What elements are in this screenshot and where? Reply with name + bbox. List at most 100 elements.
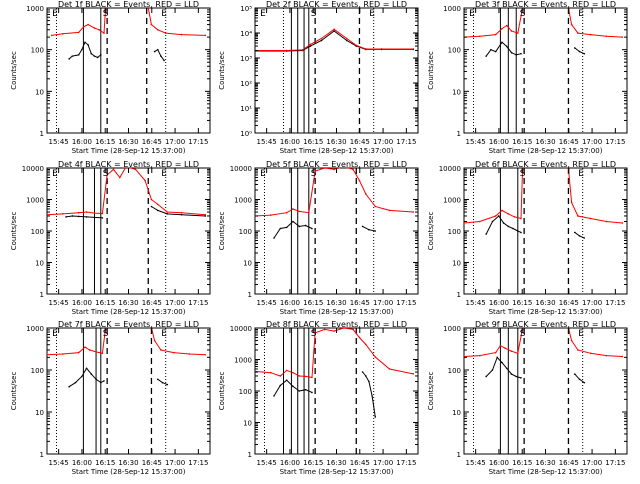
series-events-point [485, 233, 487, 235]
subplot-det-4: 1 10 100 1000 10000 15:45 16:00 16:15 16:30 16:45… [10, 160, 211, 316]
series-events-point [103, 380, 105, 382]
marker-label-s: S [520, 329, 526, 339]
series-lld-point [479, 354, 481, 357]
series-events-point [498, 215, 500, 217]
subplot-det-2: 10⁰ 10¹ 10² 10³ 10⁴ 10⁵ 15:45 16:00 16:15 16:30 16… [218, 0, 419, 155]
x-tick-label: 16:00 [72, 299, 92, 307]
x-tick-label: 17:00 [582, 138, 602, 146]
series-events-point [583, 52, 586, 55]
series-lld-point [106, 174, 108, 176]
subplot-det-6: 1 10 100 1000 10000 15:45 16:00 16:15 16:30 16:45… [427, 160, 628, 316]
x-tick-label: 15:45 [466, 138, 486, 146]
series-events-point [583, 381, 586, 384]
x-axis-label: Start Time (28-Sep-12 15:37:00) [280, 308, 394, 316]
y-tick-label: 1000 [234, 197, 252, 205]
y-axis-label: Counts/sec [218, 372, 226, 411]
series-events-point [309, 45, 312, 47]
series-lld-line [255, 328, 414, 378]
series-lld-point [204, 213, 207, 216]
y-axis-label: Counts/sec [427, 372, 435, 411]
series-events-point [87, 44, 89, 46]
subplot-det-9: 1 10 100 1000 15:45 16:00 16:15 16:30 16:45 17:00… [427, 320, 628, 476]
series-lld-point [501, 27, 503, 30]
series-lld-point [479, 220, 481, 223]
series-lld-point [323, 168, 326, 169]
series-events-point [345, 39, 348, 42]
series-events-point [96, 56, 99, 59]
subplot-title: Det 7f BLACK = Events, RED = LLD [58, 320, 199, 329]
x-tick-label: 16:15 [303, 138, 323, 146]
series-events-point [279, 384, 282, 387]
series-lld-point [153, 339, 156, 342]
x-tick-label: 17:00 [373, 299, 393, 307]
y-tick-label: 1 [248, 291, 252, 299]
y-tick-label: 10² [240, 80, 252, 88]
x-tick-label: 16:30 [326, 299, 346, 307]
x-tick-label: 16:00 [280, 459, 300, 467]
series-lld-point [352, 328, 354, 331]
x-tick-label: 17:15 [605, 299, 625, 307]
series-lld-point [412, 48, 415, 50]
series-lld-point [172, 351, 175, 354]
x-tick-label: 15:45 [466, 299, 486, 307]
plot-frame [46, 7, 211, 134]
marker-label-e: E [578, 169, 584, 179]
series-events-point [292, 220, 294, 223]
y-tick-label: 1000 [443, 5, 461, 13]
series-events-line [68, 41, 102, 60]
plot-area [47, 168, 207, 294]
x-tick-label: 16:30 [326, 459, 346, 467]
series-events-point [68, 385, 70, 388]
x-axis-label: Start Time (28-Sep-12 15:37:00) [72, 468, 186, 476]
x-tick-label: 16:45 [142, 299, 162, 307]
x-tick-label: 15:45 [49, 138, 69, 146]
series-lld-point [285, 211, 288, 214]
plot-frame [254, 167, 419, 295]
subplot-title: Det 9f BLACK = Events, RED = LLD [475, 320, 616, 329]
series-events-point [156, 209, 159, 212]
series-events-point [361, 225, 364, 228]
series-events-point [298, 390, 301, 392]
marker-label-e: E [52, 9, 58, 19]
y-tick-label: 10 [35, 260, 44, 268]
series-lld-point [412, 373, 415, 375]
subplot-title: Det 8f BLACK = Events, RED = LLD [266, 320, 407, 329]
y-tick-label: 1000 [234, 357, 252, 365]
subplot-title: Det 5f BLACK = Events, RED = LLD [266, 160, 407, 169]
x-tick-label: 16:15 [303, 299, 323, 307]
series-lld-point [320, 37, 323, 40]
series-lld-point [101, 212, 104, 215]
series-events-point [374, 230, 377, 232]
series-events-point [578, 378, 581, 381]
y-tick-label: 10 [243, 420, 252, 428]
x-tick-label: 16:30 [535, 459, 555, 467]
series-lld-point [62, 33, 64, 35]
marker-label-s: S [311, 9, 317, 19]
series-events-point [68, 58, 70, 60]
series-events-point [160, 55, 162, 57]
series-events-point [65, 216, 67, 218]
series-lld-point [118, 176, 121, 179]
series-lld-point [374, 205, 377, 208]
series-lld-point [166, 211, 169, 213]
series-events-point [320, 39, 323, 42]
y-tick-label: 1 [457, 451, 461, 459]
series-lld-point [333, 168, 335, 171]
x-tick-label: 16:00 [72, 138, 92, 146]
series-lld-point [204, 34, 207, 37]
series-events-point [485, 375, 487, 378]
y-tick-label: 1000 [443, 325, 461, 333]
series-events-line [485, 41, 522, 57]
marker-label-s: S [103, 9, 109, 19]
y-tick-label: 10000 [230, 325, 252, 333]
series-lld-point [323, 328, 326, 331]
series-events-point [304, 224, 307, 227]
series-lld-point [309, 43, 312, 46]
x-tick-label: 16:45 [559, 459, 579, 467]
series-lld-point [147, 8, 150, 9]
series-events-point [163, 59, 165, 62]
series-events-point [311, 391, 313, 394]
series-events-point [573, 231, 576, 234]
x-tick-label: 16:00 [489, 459, 509, 467]
series-events-line [151, 206, 206, 217]
